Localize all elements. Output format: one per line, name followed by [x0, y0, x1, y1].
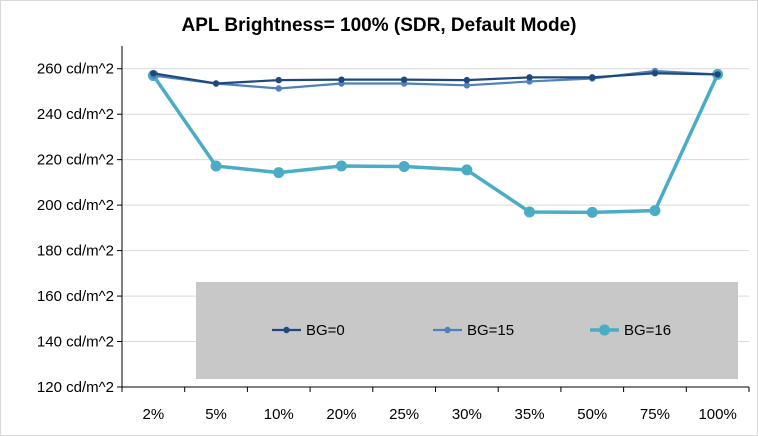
- data-point: [524, 206, 536, 218]
- y-tick-label: 180 cd/m^2: [37, 243, 114, 260]
- data-point: [714, 71, 721, 78]
- x-tick-label: 75%: [640, 406, 670, 423]
- y-tick-label: 160 cd/m^2: [37, 288, 114, 305]
- data-point: [586, 206, 598, 218]
- legend-label: BG=15: [467, 322, 514, 339]
- data-point: [273, 167, 285, 179]
- data-point: [338, 76, 345, 83]
- y-tick-label: 260 cd/m^2: [37, 61, 114, 78]
- data-point: [463, 76, 471, 84]
- x-tick-label: 20%: [326, 406, 356, 423]
- y-tick-label: 140 cd/m^2: [37, 334, 114, 351]
- data-point: [398, 160, 410, 172]
- data-point: [335, 160, 347, 172]
- data-point: [275, 85, 282, 92]
- y-tick-label: 200 cd/m^2: [37, 197, 114, 214]
- legend-marker: [283, 326, 290, 334]
- data-point: [150, 70, 157, 77]
- series-lines: [147, 67, 724, 218]
- x-tick-label: 10%: [264, 406, 294, 423]
- axes: 120 cd/m^2 140 cd/m^2 160 cd/m^2 180 cd/m^2…: [37, 46, 750, 423]
- data-point: [463, 82, 471, 89]
- series-line-BG=0: [153, 72, 718, 85]
- series-line-BG=16: [151, 73, 720, 215]
- data-point: [210, 160, 222, 172]
- chart-title: APL Brightness= 100% (SDR, Default Mode): [181, 15, 577, 36]
- x-tick-label: 30%: [452, 406, 482, 423]
- x-tick-label: 35%: [515, 406, 545, 423]
- data-point: [589, 74, 596, 81]
- x-tick-label: 50%: [577, 406, 607, 423]
- data-point: [212, 80, 220, 87]
- x-tick-label: 100%: [698, 406, 736, 423]
- data-point: [400, 76, 408, 83]
- data-point: [461, 164, 473, 176]
- data-point: [526, 74, 533, 81]
- legend-marker: [599, 324, 610, 336]
- y-tick-label: 240 cd/m^2: [37, 106, 114, 123]
- x-tick-label: 5%: [205, 406, 227, 423]
- legend-label: BG=16: [624, 322, 671, 339]
- x-tick-label: 2%: [143, 406, 165, 423]
- y-tick-label: 120 cd/m^2: [37, 379, 114, 396]
- x-tick-label: 25%: [389, 406, 419, 423]
- legend-marker: [444, 326, 451, 334]
- data-point: [275, 76, 282, 84]
- legend-label: BG=0: [306, 322, 345, 339]
- data-point: [651, 70, 659, 77]
- legend: BG=0 BG=15 BG=16: [272, 322, 671, 339]
- data-point: [649, 205, 661, 217]
- y-tick-label: 220 cd/m^2: [37, 152, 114, 169]
